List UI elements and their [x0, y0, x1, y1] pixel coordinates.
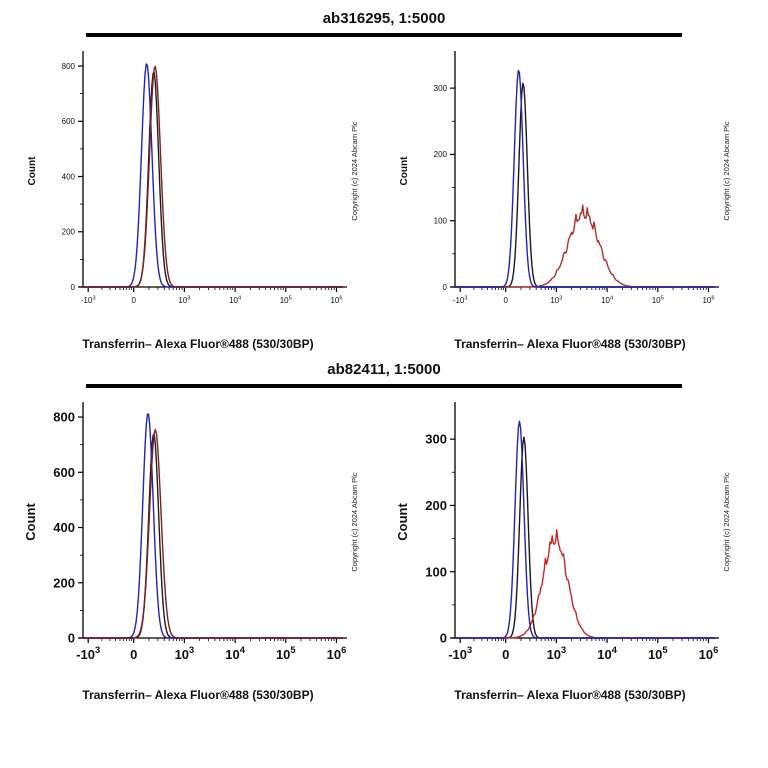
svg-text:300: 300	[434, 84, 448, 93]
series-ab82411-red	[83, 428, 343, 639]
svg-text:0: 0	[131, 296, 136, 305]
svg-text:800: 800	[62, 62, 76, 71]
svg-text:106: 106	[702, 295, 714, 305]
title-underline	[86, 33, 682, 37]
y-axis-label: Count	[27, 156, 38, 186]
svg-text:106: 106	[327, 645, 347, 662]
svg-text:200: 200	[62, 228, 76, 237]
y-axis-ticks: 0 100 200 300	[425, 432, 455, 646]
flow-histogram-panel-top-left: -103 0 103 104 105 106 0 200 400 600 800 Count Copyr…	[19, 43, 377, 351]
svg-text:104: 104	[597, 645, 617, 662]
section-ab316295: ab316295, 1:5000 -103 0 103 104 105 106 0 200 40…	[0, 10, 768, 351]
x-axis-caption: Transferrin– Alexa Fluor®488 (530/30BP)	[82, 688, 314, 702]
svg-text:0: 0	[502, 647, 509, 662]
svg-text:104: 104	[229, 295, 242, 305]
svg-text:0: 0	[443, 283, 448, 292]
svg-text:600: 600	[53, 465, 75, 480]
svg-text:0: 0	[68, 631, 75, 646]
flow-histogram-svg-top-left: -103 0 103 104 105 106 0 200 400 600 800 Count Copyr…	[27, 51, 359, 305]
axes	[451, 51, 719, 288]
svg-text:105: 105	[652, 295, 664, 305]
series-ab316295-red	[455, 204, 715, 288]
series-unstained-blue	[83, 413, 343, 639]
y-axis-ticks: 0 200 400 600 800	[62, 62, 83, 292]
svg-text:600: 600	[62, 117, 76, 126]
series-control-black	[83, 71, 343, 288]
charts-row-bottom: -103 0 103 104 105 106 0 200 400 600 800 Count Copyr…	[0, 394, 768, 702]
svg-text:105: 105	[280, 295, 292, 305]
svg-text:100: 100	[434, 217, 448, 226]
x-axis-caption: Transferrin– Alexa Fluor®488 (530/30BP)	[454, 337, 686, 351]
charts-row-top: -103 0 103 104 105 106 0 200 400 600 800 Count Copyr…	[0, 43, 768, 351]
y-axis-ticks: 0 100 200 300	[434, 84, 455, 292]
flow-histogram-panel-bottom-left: -103 0 103 104 105 106 0 200 400 600 800 Count Copyr…	[19, 394, 377, 702]
x-axis-ticks: -103 0 103 104 105 106	[76, 638, 346, 662]
svg-text:0: 0	[503, 296, 508, 305]
svg-text:-103: -103	[448, 645, 472, 662]
svg-text:104: 104	[601, 295, 614, 305]
svg-text:106: 106	[699, 645, 719, 662]
flow-histogram-panel-bottom-right: -103 0 103 104 105 106 0 100 200 300 Count Copyrigh…	[391, 394, 749, 702]
y-axis-label: Count	[23, 503, 38, 541]
svg-text:104: 104	[225, 645, 245, 662]
copyright-text: Copyright (c) 2024 Abcam Plc	[722, 121, 731, 220]
svg-text:400: 400	[62, 172, 76, 181]
axes	[79, 402, 347, 639]
svg-text:103: 103	[175, 645, 195, 662]
svg-text:106: 106	[330, 295, 342, 305]
flow-histogram-panel-top-right: -103 0 103 104 105 106 0 100 200 300 Count Copyrigh…	[391, 43, 749, 351]
section-ab82411: ab82411, 1:5000 -103 0 103 104 105 106 0 200 400…	[0, 361, 768, 702]
svg-text:300: 300	[425, 432, 447, 447]
axes	[451, 402, 719, 639]
series-unstained-blue	[83, 63, 343, 288]
svg-text:100: 100	[425, 564, 447, 579]
y-axis-label: Count	[395, 503, 410, 541]
series-control-black	[455, 82, 715, 288]
x-axis-caption: Transferrin– Alexa Fluor®488 (530/30BP)	[454, 688, 686, 702]
copyright-text: Copyright (c) 2024 Abcam Plc	[350, 472, 359, 571]
svg-text:103: 103	[547, 645, 567, 662]
series-ab82411-red	[455, 529, 715, 639]
copyright-text: Copyright (c) 2024 Abcam Plc	[722, 472, 731, 571]
x-axis-ticks: -103 0 103 104 105 106	[453, 287, 715, 305]
svg-text:0: 0	[130, 647, 137, 662]
series-control-black	[83, 433, 343, 639]
svg-text:400: 400	[53, 520, 75, 535]
svg-text:200: 200	[425, 498, 447, 513]
series-ab316295-red	[83, 65, 343, 288]
section-title: ab82411, 1:5000	[327, 361, 441, 378]
svg-text:0: 0	[440, 631, 447, 646]
svg-text:0: 0	[71, 283, 76, 292]
series-unstained-blue	[455, 69, 715, 288]
x-axis-ticks: -103 0 103 104 105 106	[448, 638, 718, 662]
x-axis-caption: Transferrin– Alexa Fluor®488 (530/30BP)	[82, 337, 314, 351]
axes	[79, 51, 347, 288]
series-unstained-blue	[455, 420, 715, 639]
series-control-black	[455, 436, 715, 639]
y-axis-ticks: 0 200 400 600 800	[53, 410, 83, 646]
svg-text:103: 103	[178, 295, 190, 305]
svg-text:200: 200	[434, 150, 448, 159]
svg-text:105: 105	[648, 645, 668, 662]
svg-text:-103: -103	[76, 645, 100, 662]
svg-text:200: 200	[53, 575, 75, 590]
flow-histogram-svg-top-right: -103 0 103 104 105 106 0 100 200 300 Count Copyrigh…	[399, 51, 731, 305]
svg-text:-103: -103	[81, 295, 96, 305]
section-title: ab316295, 1:5000	[322, 10, 446, 27]
svg-text:800: 800	[53, 410, 75, 425]
svg-text:105: 105	[276, 645, 296, 662]
svg-text:-103: -103	[453, 295, 468, 305]
x-axis-ticks: -103 0 103 104 105 106	[81, 287, 343, 305]
svg-text:103: 103	[550, 295, 562, 305]
copyright-text: Copyright (c) 2024 Abcam Plc	[350, 121, 359, 220]
y-axis-label: Count	[399, 156, 410, 186]
title-underline	[86, 384, 682, 388]
